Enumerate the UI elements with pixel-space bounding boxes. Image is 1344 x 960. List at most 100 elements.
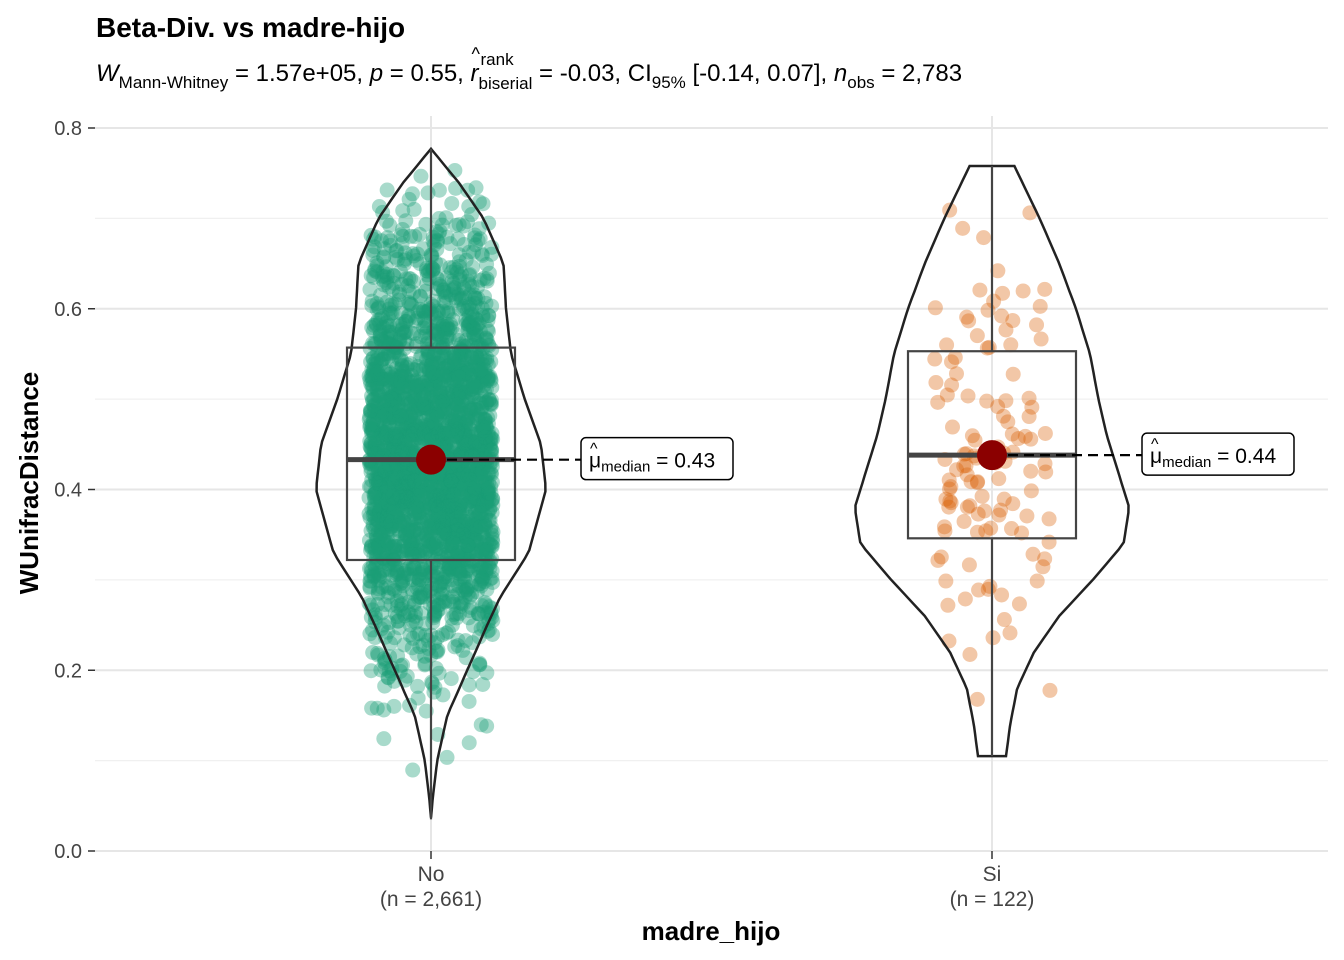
point-no	[423, 524, 439, 540]
point-si	[1011, 596, 1027, 612]
point-no	[440, 418, 456, 434]
point-si	[1041, 511, 1057, 527]
point-no	[435, 404, 451, 420]
point-no	[461, 267, 477, 283]
point-no	[398, 378, 414, 394]
point-no	[464, 516, 480, 532]
point-no	[433, 496, 449, 512]
point-no	[457, 533, 473, 549]
point-no	[459, 496, 475, 512]
point-no	[364, 392, 380, 408]
point-no	[435, 395, 451, 411]
point-no	[400, 490, 416, 506]
point-no	[377, 480, 393, 496]
point-no	[457, 425, 473, 441]
point-no	[483, 431, 499, 447]
point-no	[406, 273, 422, 289]
point-no	[385, 500, 401, 516]
point-si	[1023, 483, 1039, 499]
point-no	[444, 503, 460, 519]
point-no	[405, 762, 421, 778]
point-no	[470, 508, 486, 524]
point-no	[402, 396, 418, 412]
point-no	[442, 562, 458, 578]
point-no	[482, 432, 498, 448]
point-no	[471, 194, 487, 210]
point-no	[397, 245, 413, 261]
point-no	[446, 554, 462, 570]
point-no	[387, 534, 403, 550]
point-no	[365, 398, 381, 414]
x-axis: No(n = 2,661)Si(n = 122)	[380, 851, 1034, 911]
point-no	[428, 643, 444, 659]
point-no	[452, 385, 468, 401]
point-no	[484, 563, 500, 579]
point-no	[454, 596, 470, 612]
point-no	[390, 598, 406, 614]
point-no	[427, 423, 443, 439]
point-no	[455, 300, 471, 316]
point-no	[430, 516, 446, 532]
point-no	[455, 569, 471, 585]
point-no	[361, 478, 377, 494]
point-no	[473, 366, 489, 382]
point-no	[441, 377, 457, 393]
point-no	[409, 499, 425, 515]
point-no	[479, 394, 495, 410]
point-no	[464, 367, 480, 383]
point-no	[383, 369, 399, 385]
point-no	[373, 233, 389, 249]
point-no	[369, 492, 385, 508]
point-no	[409, 569, 425, 585]
point-no	[410, 500, 426, 516]
point-no	[439, 497, 455, 513]
point-no	[449, 477, 465, 493]
point-no	[443, 485, 459, 501]
point-no	[370, 572, 386, 588]
point-no	[406, 432, 422, 448]
point-no	[466, 427, 482, 443]
point-no	[481, 265, 497, 281]
point-no	[430, 303, 446, 319]
point-no	[478, 541, 494, 557]
point-no	[439, 505, 455, 521]
point-no	[375, 506, 391, 522]
point-no	[376, 250, 392, 266]
point-no	[393, 408, 409, 424]
point-no	[429, 368, 445, 384]
point-no	[472, 395, 488, 411]
point-no	[484, 298, 500, 314]
point-no	[458, 462, 474, 478]
point-no	[422, 521, 438, 537]
point-no	[383, 237, 399, 253]
point-no	[484, 379, 500, 395]
point-no	[383, 327, 399, 343]
point-no	[393, 597, 409, 613]
point-no	[437, 594, 453, 610]
point-no	[424, 496, 440, 512]
point-no	[419, 513, 435, 529]
point-no	[474, 365, 490, 381]
point-no	[425, 520, 441, 536]
point-no	[404, 512, 420, 528]
point-no	[464, 525, 480, 541]
point-no	[412, 639, 428, 655]
point-no	[399, 476, 415, 492]
point-no	[412, 226, 428, 242]
point-no	[445, 411, 461, 427]
point-no	[389, 489, 405, 505]
point-no	[362, 372, 378, 388]
point-no	[480, 484, 496, 500]
point-no	[375, 264, 391, 280]
point-si	[994, 308, 1010, 324]
point-no	[386, 426, 402, 442]
point-no	[435, 508, 451, 524]
point-no	[471, 506, 487, 522]
point-no	[425, 589, 441, 605]
point-no	[397, 325, 413, 341]
point-no	[394, 505, 410, 521]
point-no	[372, 422, 388, 438]
point-no	[462, 287, 478, 303]
point-no	[464, 526, 480, 542]
point-no	[476, 478, 492, 494]
